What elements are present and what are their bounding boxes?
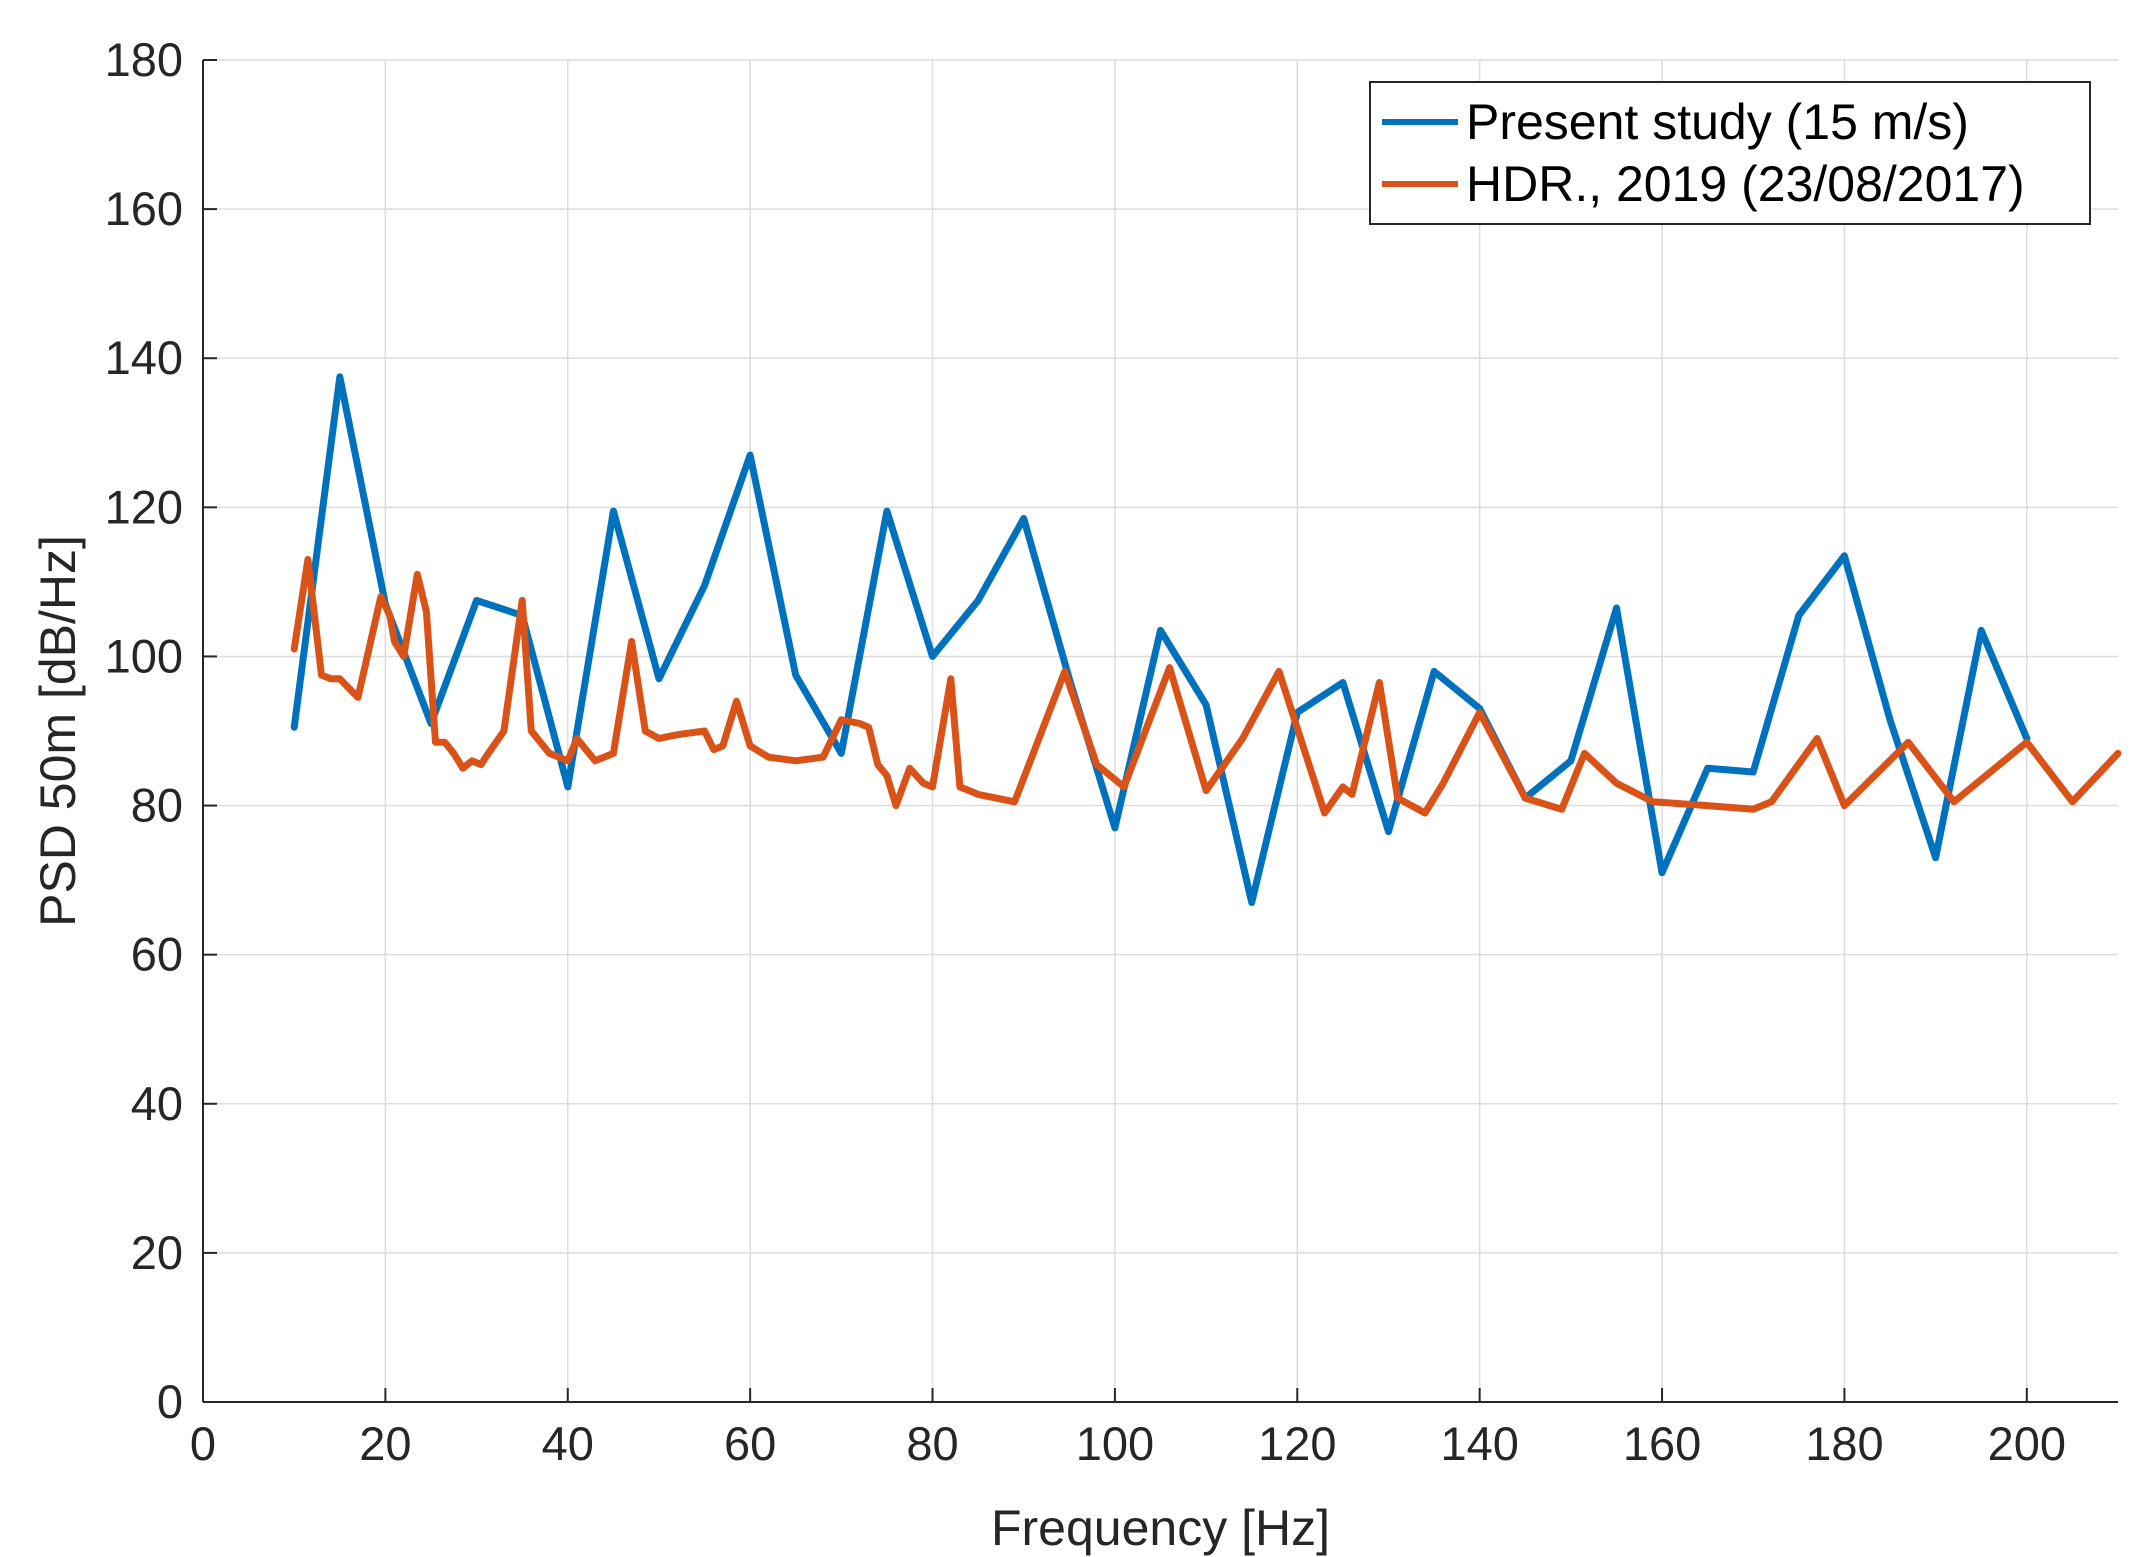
x-tick-label: 100	[1076, 1417, 1154, 1470]
x-tick-label: 0	[190, 1417, 216, 1470]
data-lines	[290, 373, 2122, 906]
series-line-present-study	[290, 373, 2031, 906]
y-axis-title: PSD 50m [dB/Hz]	[30, 535, 86, 927]
y-tick-label: 60	[131, 928, 183, 981]
x-tick-label: 80	[906, 1417, 958, 1470]
axes	[202, 59, 2118, 1403]
y-tick-label: 0	[157, 1375, 183, 1428]
y-tick-label: 40	[131, 1077, 183, 1130]
legend-box	[1369, 81, 2091, 225]
x-tick-label: 160	[1623, 1417, 1701, 1470]
y-tick-label: 100	[105, 629, 183, 682]
x-tick-label: 180	[1805, 1417, 1883, 1470]
x-tick-label: 40	[542, 1417, 594, 1470]
y-tick-label: 120	[105, 480, 183, 533]
y-tick-label: 160	[105, 182, 183, 235]
y-tick-label: 80	[131, 779, 183, 832]
y-tick-labels: 0 20 40 60 80 100 120 140 160 180	[105, 33, 183, 1428]
x-tick-label: 200	[1988, 1417, 2066, 1470]
legend-label-present-study: Present study (15 m/s)	[1466, 94, 1969, 150]
y-tick-label: 140	[105, 331, 183, 384]
x-tick-label: 60	[724, 1417, 776, 1470]
y-tick-label: 20	[131, 1226, 183, 1279]
x-tick-label: 120	[1258, 1417, 1336, 1470]
legend: Present study (15 m/s) HDR., 2019 (23/08…	[1369, 81, 2091, 225]
legend-label-hdr-2019: HDR., 2019 (23/08/2017)	[1466, 156, 2025, 212]
y-tick-label: 180	[105, 33, 183, 86]
series-line-hdr-2019	[290, 556, 2122, 817]
x-axis-title: Frequency [Hz]	[991, 1500, 1330, 1556]
x-tick-label: 20	[359, 1417, 411, 1470]
x-tick-labels: 0 20 40 60 80 100 120 140 160 180 200	[190, 1417, 2066, 1470]
x-tick-label: 140	[1440, 1417, 1518, 1470]
